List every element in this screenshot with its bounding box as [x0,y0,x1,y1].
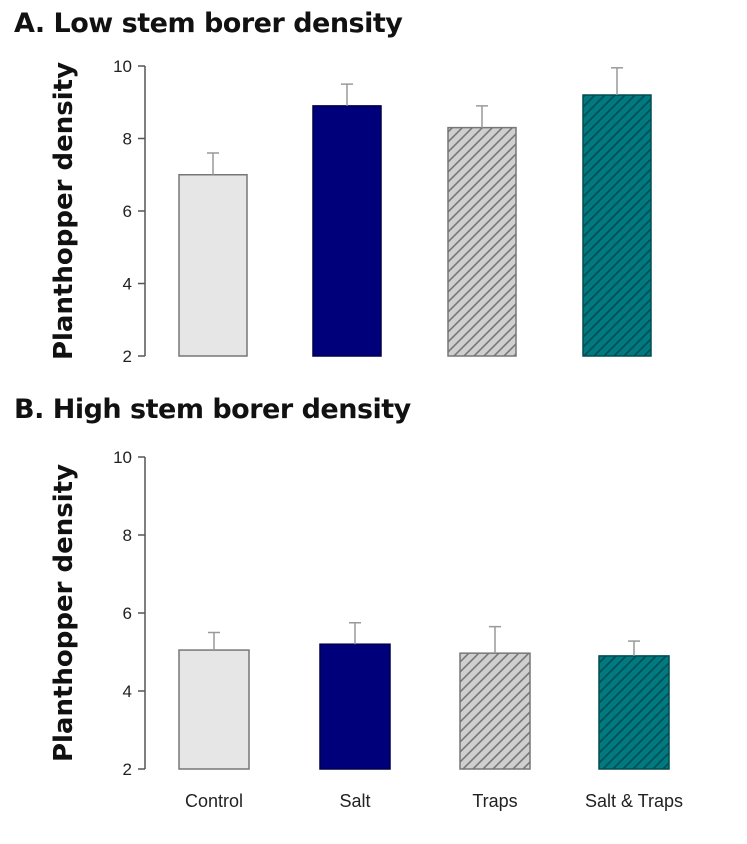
y-tick-label: 8 [123,130,132,149]
y-tick-label: 4 [123,275,132,294]
y-tick-label: 2 [123,347,132,366]
y-tick-label: 10 [113,448,132,467]
bar [459,652,531,770]
bar [178,649,250,770]
bar [319,643,391,770]
y-tick-label: 4 [123,682,132,701]
y-tick-label: 8 [123,526,132,545]
x-tick-label: Traps [472,791,517,811]
bar [447,126,517,357]
y-tick-label: 10 [113,57,132,76]
y-tick-label: 2 [123,760,132,779]
y-axis-label: Planthopper density [49,62,79,360]
bar [178,174,248,357]
bar [312,105,382,357]
y-tick-label: 6 [123,202,132,221]
bar [598,655,670,770]
panel-high-density: 2 4 6 8 10 Planthopper density Control Salt Trap… [0,392,747,844]
chart-low-density: 2 4 6 8 10 Planthopper density [49,57,652,366]
x-tick-label: Salt & Traps [585,791,683,811]
bar [582,94,652,357]
x-tick-label: Salt [339,791,370,811]
chart-title: B. High stem borer density [14,394,411,425]
y-axis-label: Planthopper density [49,464,79,762]
chart-title: A. Low stem borer density [14,8,403,39]
x-tick-label: Control [185,791,243,811]
y-tick-label: 6 [123,604,132,623]
chart-high-density: 2 4 6 8 10 Planthopper density Control Salt Trap… [49,448,683,811]
panel-low-density: 2 4 6 8 10 Planthopper density A. Low stem bo… [0,0,747,392]
